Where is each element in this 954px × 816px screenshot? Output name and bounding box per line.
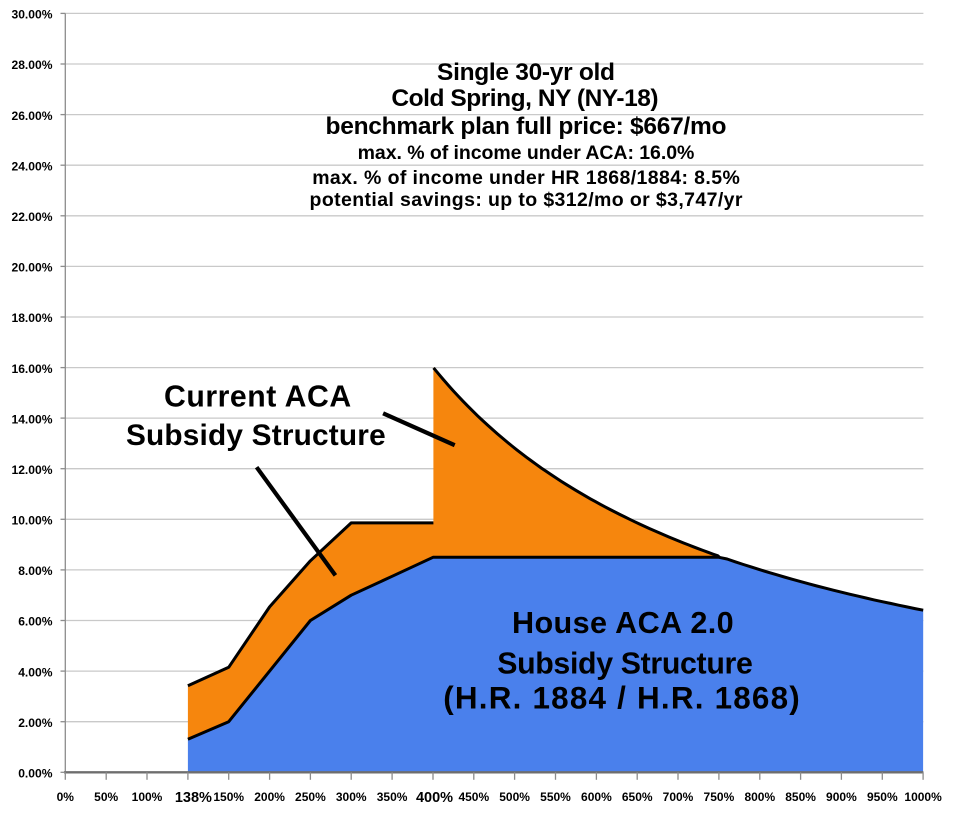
svg-text:Cold Spring, NY (NY-18): Cold Spring, NY (NY-18) (391, 85, 658, 112)
svg-text:4.00%: 4.00% (18, 665, 53, 679)
svg-text:2.00%: 2.00% (18, 716, 53, 730)
svg-text:Subsidy Structure: Subsidy Structure (497, 648, 753, 681)
svg-text:150%: 150% (213, 790, 244, 804)
svg-text:12.00%: 12.00% (11, 463, 52, 477)
svg-text:Subsidy Structure: Subsidy Structure (126, 419, 386, 452)
svg-text:26.00%: 26.00% (11, 109, 52, 123)
svg-text:30.00%: 30.00% (11, 8, 52, 22)
svg-text:max. % of income under HR 1868: max. % of income under HR 1868/1884: 8.5… (312, 167, 740, 189)
svg-text:20.00%: 20.00% (11, 261, 52, 275)
svg-text:138%: 138% (175, 790, 212, 806)
svg-text:750%: 750% (704, 790, 735, 804)
svg-text:950%: 950% (867, 790, 898, 804)
svg-text:0%: 0% (57, 790, 75, 804)
svg-text:potential savings: up to $312/: potential savings: up to $312/mo or $3,7… (310, 189, 743, 211)
svg-text:800%: 800% (744, 790, 775, 804)
svg-text:0.00%: 0.00% (18, 767, 53, 781)
svg-text:600%: 600% (581, 790, 612, 804)
svg-text:Current ACA: Current ACA (164, 381, 351, 414)
svg-text:House ACA 2.0: House ACA 2.0 (512, 606, 734, 640)
svg-text:900%: 900% (826, 790, 857, 804)
svg-text:50%: 50% (94, 790, 118, 804)
svg-text:(H.R. 1884 / H.R. 1868): (H.R. 1884 / H.R. 1868) (443, 681, 800, 716)
svg-text:6.00%: 6.00% (18, 615, 53, 629)
svg-text:16.00%: 16.00% (11, 362, 52, 376)
svg-text:22.00%: 22.00% (11, 210, 52, 224)
svg-text:700%: 700% (663, 790, 694, 804)
svg-text:1000%: 1000% (904, 790, 942, 804)
svg-text:24.00%: 24.00% (11, 159, 52, 173)
svg-text:28.00%: 28.00% (11, 58, 52, 72)
svg-text:100%: 100% (132, 790, 163, 804)
svg-text:450%: 450% (458, 790, 489, 804)
svg-text:Single 30-yr old: Single 30-yr old (437, 59, 615, 86)
svg-text:500%: 500% (499, 790, 530, 804)
svg-text:10.00%: 10.00% (11, 514, 52, 528)
svg-text:max. % of income under ACA: 16: max. % of income under ACA: 16.0% (358, 142, 695, 164)
svg-text:850%: 850% (785, 790, 816, 804)
svg-text:650%: 650% (622, 790, 653, 804)
svg-text:200%: 200% (254, 790, 285, 804)
svg-text:8.00%: 8.00% (18, 564, 53, 578)
svg-text:550%: 550% (540, 790, 571, 804)
svg-text:350%: 350% (377, 790, 408, 804)
svg-text:18.00%: 18.00% (11, 311, 52, 325)
svg-text:250%: 250% (295, 790, 326, 804)
svg-text:14.00%: 14.00% (11, 412, 52, 426)
svg-text:benchmark plan full price: $66: benchmark plan full price: $667/mo (326, 113, 727, 140)
svg-text:300%: 300% (336, 790, 367, 804)
svg-text:400%: 400% (416, 790, 453, 806)
